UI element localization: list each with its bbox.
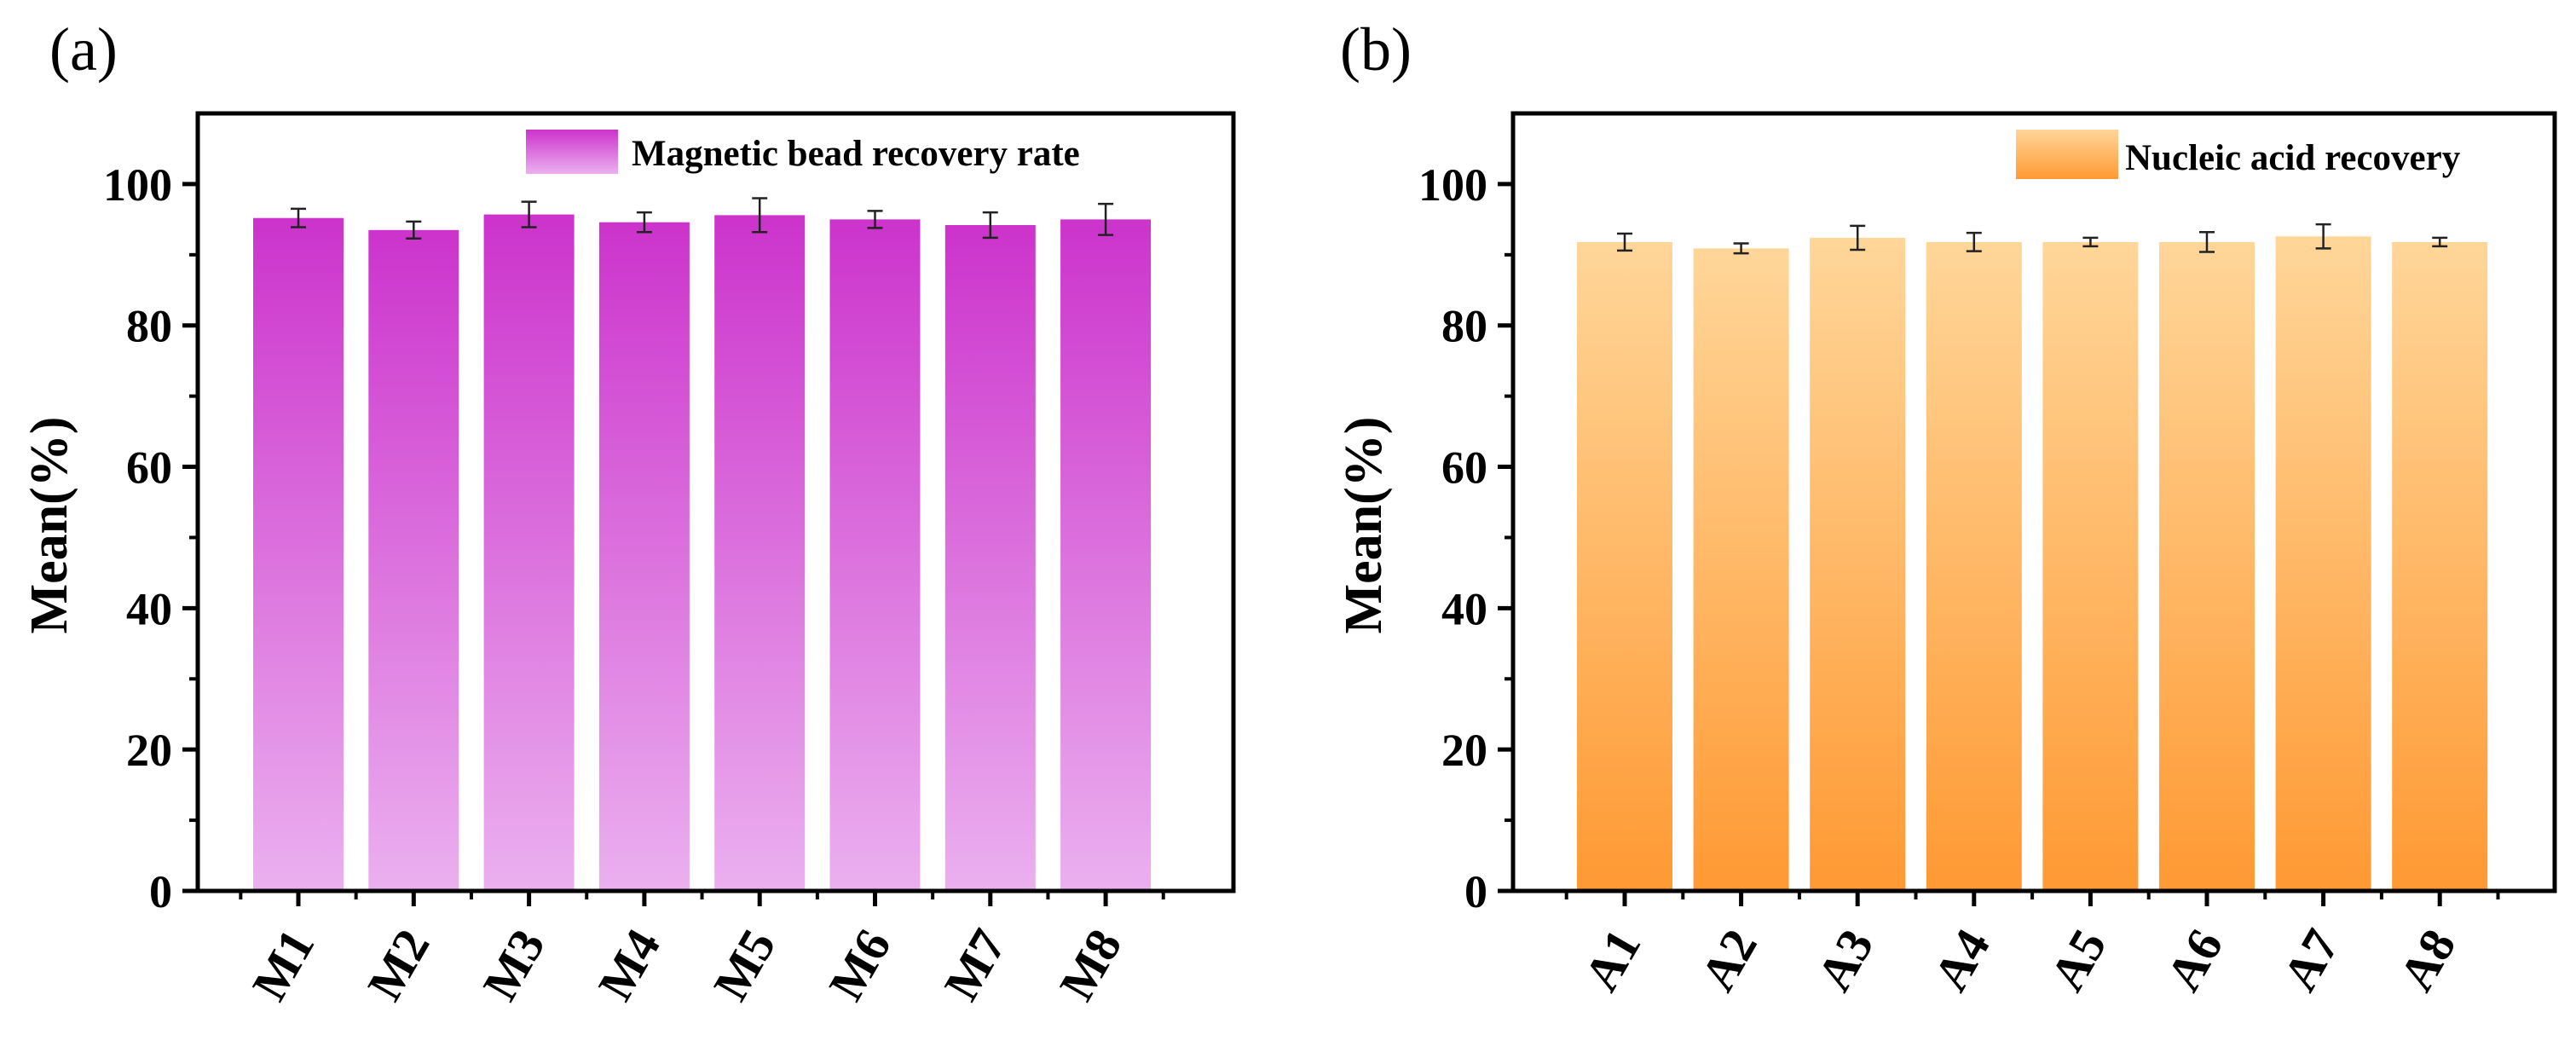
bars-a [253,214,1152,892]
x-tick-label-a3: A3 [1806,920,1885,1000]
bar-m2 [368,229,459,891]
bar-a1 [1577,241,1672,891]
x-tick-label-m2: M2 [356,920,440,1009]
y-tick-label: 60 [126,442,172,494]
bar-a7 [2275,236,2371,891]
y-axis-title-b: Mean(%) [1335,417,1393,634]
y-tick-label: 20 [1441,725,1487,776]
bar-a4 [1926,241,2022,891]
bar-m6 [829,219,921,891]
y-tick-label: 80 [126,301,172,352]
x-tick-label-a5: A5 [2039,920,2117,1000]
y-tick-label: 60 [1441,442,1487,494]
error-bar-a6 [2199,231,2215,253]
error-bar-a2 [1733,242,1749,255]
y-tick-label: 0 [149,866,172,917]
error-bar-m4 [636,211,652,234]
bar-m4 [598,222,690,891]
x-axis-b: A1 A2 A3 A4 A5 A6 A7 A8 [1564,891,2500,1000]
y-tick-label: 40 [126,583,172,634]
panel-label-b: (b) [1340,15,1412,84]
legend-swatch-b [2016,130,2118,179]
error-bars-b [1617,223,2448,255]
error-bar-a8 [2432,236,2448,248]
y-tick-label: 0 [1464,866,1487,917]
x-tick-label-a2: A2 [1689,920,1768,1000]
legend-a: Magnetic bead recovery rate [526,130,1080,174]
y-tick-label: 40 [1441,583,1487,634]
error-bar-a5 [2082,236,2099,248]
bar-m7 [944,224,1036,892]
legend-b: Nucleic acid recovery [2016,130,2461,179]
x-tick-label-m3: M3 [472,920,556,1009]
error-bar-m6 [867,210,883,229]
bar-a5 [2042,241,2139,891]
error-bar-a7 [2315,223,2331,250]
x-tick-label-m6: M6 [818,920,902,1009]
bar-m3 [483,214,575,891]
error-bar-a4 [1966,231,1982,252]
x-tick-label-m7: M7 [933,920,1017,1009]
y-tick-label: 100 [103,159,172,211]
bar-m1 [253,217,344,892]
error-bar-m8 [1098,202,1114,236]
bar-m8 [1060,219,1152,891]
error-bar-m3 [521,200,537,228]
y-tick-label: 100 [1418,159,1487,211]
legend-label-b: Nucleic acid recovery [2125,138,2461,178]
x-tick-label-a6: A6 [2156,920,2234,1000]
x-tick-label-m5: M5 [702,920,786,1009]
bars-b [1577,236,2488,892]
error-bar-m2 [406,220,422,240]
error-bar-m7 [982,211,998,240]
error-bar-m1 [291,207,306,228]
y-axis-title-a: Mean(%) [20,417,78,634]
error-bar-a3 [1850,224,1866,252]
y-axis-b: 0 20 40 60 80 100 [1418,159,1513,917]
x-axis-a: M1 M2 M3 M4 M5 M6 M7 M8 [239,891,1165,1009]
y-axis-a: 0 20 40 60 80 100 [103,159,198,917]
error-bar-m5 [752,197,768,234]
x-tick-label-a8: A8 [2388,920,2467,1000]
error-bars-a [291,197,1114,240]
x-tick-label-m4: M4 [587,920,671,1009]
x-tick-label-a1: A1 [1574,920,1652,1000]
legend-label-a: Magnetic bead recovery rate [632,134,1080,174]
x-tick-label-a4: A4 [1922,920,2001,1000]
bar-m5 [714,215,806,891]
x-tick-label-m8: M8 [1048,920,1132,1009]
x-tick-label-a7: A7 [2272,920,2350,1000]
y-tick-label: 80 [1441,301,1487,352]
bar-a6 [2159,241,2255,891]
x-tick-label-m1: M1 [241,920,325,1009]
y-tick-label: 20 [126,725,172,776]
legend-swatch-a [526,130,618,174]
bar-a8 [2392,241,2488,891]
error-bar-a1 [1617,232,1632,252]
bar-a2 [1693,248,1789,892]
bar-a3 [1810,237,1906,891]
plot-frame-a [195,111,1236,893]
panel-label-a: (a) [49,15,118,84]
